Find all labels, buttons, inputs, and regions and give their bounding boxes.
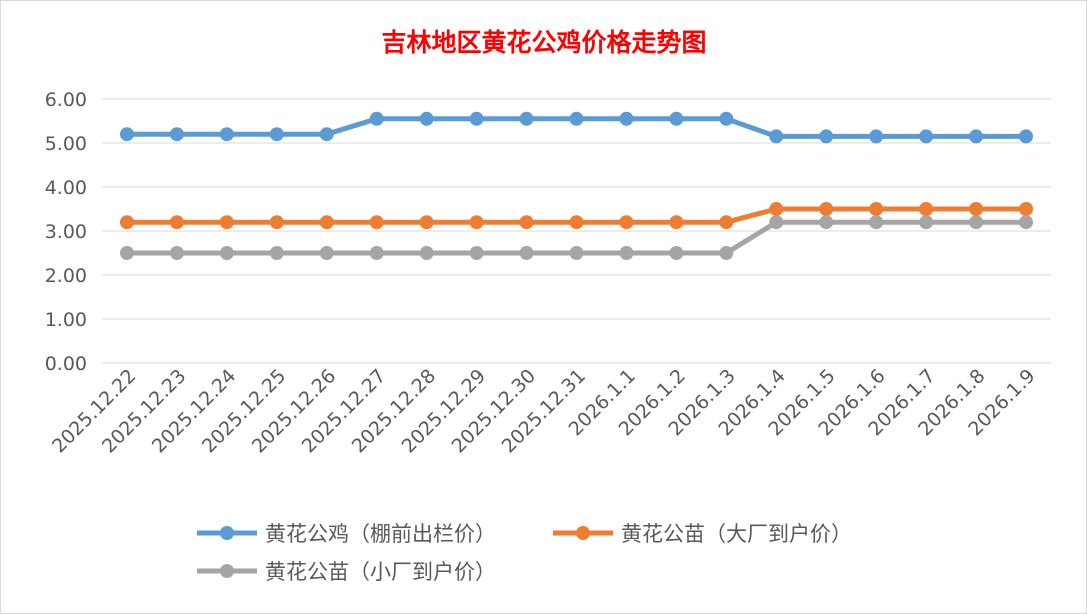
legend-marker <box>576 526 590 540</box>
grid-lines <box>102 98 1051 364</box>
data-point <box>369 111 384 126</box>
y-tick-label: 4.00 <box>45 177 87 199</box>
data-point <box>669 215 684 230</box>
data-point <box>319 215 334 230</box>
data-point <box>119 215 134 230</box>
data-point <box>269 215 284 230</box>
data-point <box>469 111 484 126</box>
data-point <box>919 202 934 216</box>
data-point <box>269 127 284 142</box>
data-point <box>1019 129 1034 144</box>
data-point <box>469 215 484 230</box>
data-point <box>719 215 734 230</box>
series-lines <box>119 111 1034 260</box>
data-point <box>119 127 134 142</box>
series-2 <box>119 215 1034 260</box>
data-point <box>219 215 234 230</box>
legend-marker <box>220 564 234 578</box>
data-point <box>269 246 284 260</box>
legend-marker <box>220 526 234 540</box>
data-point <box>869 215 884 230</box>
data-point <box>219 127 234 142</box>
x-axis-ticks: 2025.12.222025.12.232025.12.242025.12.25… <box>48 365 1040 457</box>
data-point <box>569 111 584 126</box>
y-tick-label: 5.00 <box>45 133 87 155</box>
data-point <box>319 246 334 260</box>
y-tick-label: 0.00 <box>45 353 87 375</box>
data-point <box>369 215 384 230</box>
data-point <box>569 246 584 260</box>
data-point <box>619 111 634 126</box>
data-point <box>419 111 434 126</box>
data-point <box>169 246 184 260</box>
data-point <box>719 111 734 126</box>
data-point <box>519 246 534 260</box>
y-tick-label: 3.00 <box>45 221 87 243</box>
data-point <box>719 246 734 260</box>
legend-label: 黄花公苗（大厂到户价） <box>621 522 852 546</box>
data-point <box>419 246 434 260</box>
data-point <box>769 215 784 230</box>
data-point <box>669 111 684 126</box>
data-point <box>569 215 584 230</box>
chart-title: 吉林地区黄花公鸡价格走势图 <box>381 28 706 57</box>
data-point <box>619 215 634 230</box>
legend-label: 黄花公鸡（棚前出栏价） <box>265 522 496 546</box>
data-point <box>919 129 934 144</box>
data-point <box>669 246 684 260</box>
data-point <box>419 215 434 230</box>
series-1 <box>119 202 1034 230</box>
data-point <box>769 202 784 216</box>
legend-label: 黄花公苗（小厂到户价） <box>265 560 496 584</box>
data-point <box>219 246 234 260</box>
data-point <box>369 246 384 260</box>
y-axis-ticks: 0.00 1.00 2.00 3.00 4.00 5.00 6.00 <box>45 89 87 375</box>
data-point <box>969 129 984 144</box>
data-point <box>169 127 184 142</box>
data-point <box>969 215 984 230</box>
legend-item: 黄花公苗（小厂到户价） <box>197 560 496 584</box>
data-point <box>869 202 884 216</box>
legend: 黄花公鸡（棚前出栏价） 黄花公苗（大厂到户价） 黄花公苗（小厂到户价） <box>197 522 852 584</box>
legend-item: 黄花公鸡（棚前出栏价） <box>197 522 496 546</box>
y-tick-label: 2.00 <box>45 265 87 287</box>
data-point <box>519 111 534 126</box>
data-point <box>969 202 984 216</box>
y-tick-label: 6.00 <box>45 89 87 111</box>
y-tick-label: 1.00 <box>45 309 87 331</box>
data-point <box>319 127 334 142</box>
data-point <box>919 215 934 230</box>
legend-item: 黄花公苗（大厂到户价） <box>553 522 852 546</box>
data-point <box>1019 202 1034 216</box>
data-point <box>819 202 834 216</box>
data-point <box>1019 215 1034 230</box>
data-point <box>169 215 184 230</box>
data-point <box>519 215 534 230</box>
series-0 <box>119 111 1034 144</box>
data-point <box>619 246 634 260</box>
data-point <box>819 215 834 230</box>
data-point <box>869 129 884 144</box>
data-point <box>819 129 834 144</box>
data-point <box>769 129 784 144</box>
data-point <box>469 246 484 260</box>
data-point <box>119 246 134 260</box>
